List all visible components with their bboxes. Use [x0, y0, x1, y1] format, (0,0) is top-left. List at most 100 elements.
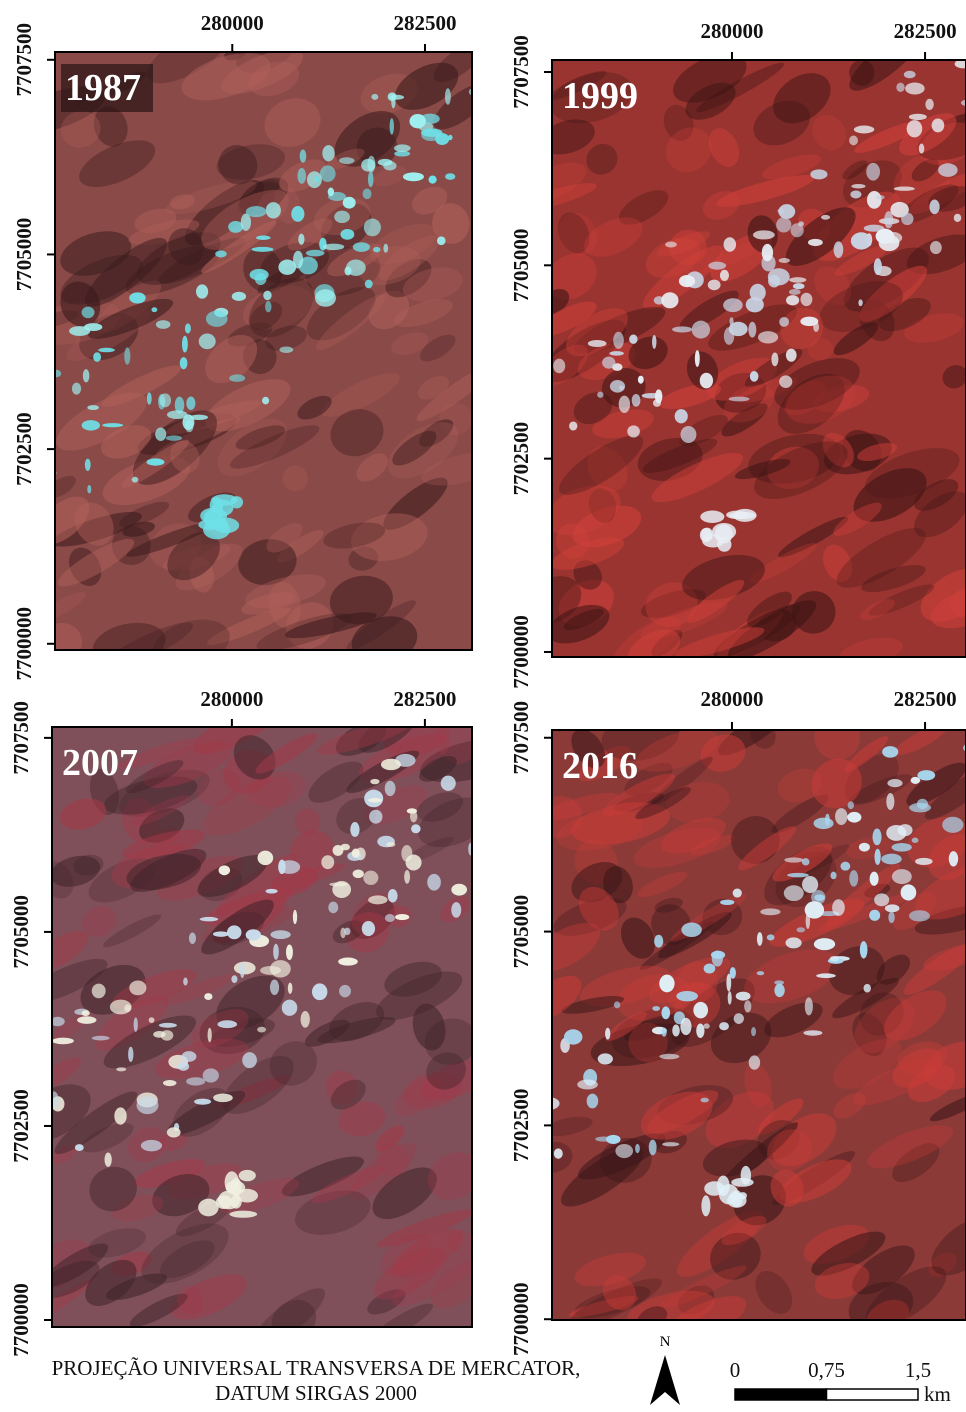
bright-area	[229, 1211, 257, 1218]
bright-area	[391, 94, 395, 108]
bright-area	[265, 301, 271, 312]
scale-segment	[735, 1389, 827, 1400]
bright-area	[427, 874, 441, 891]
bright-area	[83, 369, 90, 382]
bright-area	[810, 169, 827, 179]
bright-area	[371, 94, 378, 100]
bright-area	[365, 280, 373, 289]
bright-area	[816, 973, 836, 978]
bright-area	[388, 889, 398, 903]
bright-area	[212, 500, 234, 516]
bright-area	[369, 810, 382, 824]
bright-area	[757, 932, 763, 946]
bright-area	[696, 1024, 704, 1038]
bright-area	[619, 396, 630, 413]
bright-area	[849, 136, 858, 146]
bright-area	[260, 966, 281, 975]
bright-area	[679, 275, 695, 287]
bright-area	[298, 234, 304, 245]
bright-area	[720, 270, 729, 281]
bright-area	[661, 292, 678, 308]
bright-area	[613, 332, 624, 349]
bright-area	[665, 241, 677, 247]
bright-area	[700, 373, 713, 389]
bright-area	[87, 405, 99, 410]
bright-area	[734, 1013, 744, 1024]
year-label: 2007	[62, 742, 138, 784]
bright-area	[147, 458, 165, 465]
bright-area	[199, 334, 216, 350]
bright-area	[746, 297, 764, 312]
bright-area	[901, 884, 917, 900]
bright-area	[291, 206, 304, 222]
bright-area	[932, 118, 945, 132]
bright-area	[206, 311, 228, 327]
bright-area	[288, 983, 293, 994]
bright-area	[802, 876, 818, 893]
bright-area	[352, 849, 360, 858]
bright-area	[338, 958, 358, 966]
bright-area	[189, 933, 196, 944]
bright-area	[390, 118, 394, 135]
bright-area	[762, 244, 773, 261]
bright-area	[409, 114, 425, 128]
bright-area	[137, 1096, 159, 1114]
bright-area	[266, 202, 281, 218]
bright-area	[213, 931, 229, 936]
bright-area	[307, 171, 322, 188]
bright-area	[469, 88, 478, 96]
bright-area	[851, 232, 872, 249]
bright-area	[881, 854, 902, 865]
bright-area	[85, 459, 91, 471]
bright-area	[787, 873, 808, 878]
y-tick-label: 7707500	[12, 23, 36, 97]
bright-area	[401, 845, 412, 862]
bright-area	[394, 144, 411, 152]
bright-area	[270, 980, 279, 996]
bright-area	[445, 173, 455, 180]
bright-area	[293, 251, 303, 269]
bright-area	[786, 295, 799, 305]
bright-area	[748, 322, 756, 338]
bright-area	[919, 143, 925, 153]
bright-area	[869, 910, 880, 921]
y-tick-label: 7700000	[12, 607, 36, 681]
bright-area	[681, 923, 702, 937]
bright-area	[437, 236, 446, 245]
bright-area	[200, 917, 218, 922]
map-panel: 2016280000282500770750077050007702500770…	[509, 687, 966, 1356]
bright-area	[323, 244, 344, 251]
bright-area	[885, 904, 900, 912]
satellite-image	[6, 690, 520, 1359]
bright-area	[757, 971, 765, 975]
bright-area	[708, 262, 726, 270]
bright-area	[800, 293, 812, 306]
bright-area	[726, 974, 731, 992]
bright-area	[874, 258, 882, 275]
bright-area	[627, 425, 640, 437]
bright-area	[814, 938, 835, 950]
north-label: N	[660, 1334, 671, 1350]
bright-area	[203, 520, 230, 539]
bright-area	[216, 1195, 232, 1209]
bright-area	[129, 980, 146, 995]
bright-area	[797, 927, 806, 932]
y-tick-label: 7700000	[509, 1282, 533, 1356]
bright-area	[719, 1022, 729, 1030]
y-tick-label: 7702500	[9, 1089, 33, 1163]
bright-area	[93, 352, 101, 362]
bright-area	[724, 237, 737, 252]
bright-area	[410, 811, 417, 823]
bright-area	[297, 168, 306, 184]
bright-area	[848, 801, 854, 809]
bright-area	[753, 230, 775, 239]
bright-area	[750, 371, 759, 382]
x-tick-label: 282500	[393, 11, 456, 35]
bright-area	[102, 423, 123, 427]
bright-area	[942, 817, 963, 833]
bright-area	[894, 187, 915, 191]
y-tick-label: 7705000	[12, 218, 36, 292]
bright-area	[362, 921, 375, 936]
y-tick-label: 7700000	[9, 1283, 33, 1357]
bright-area	[723, 298, 743, 312]
